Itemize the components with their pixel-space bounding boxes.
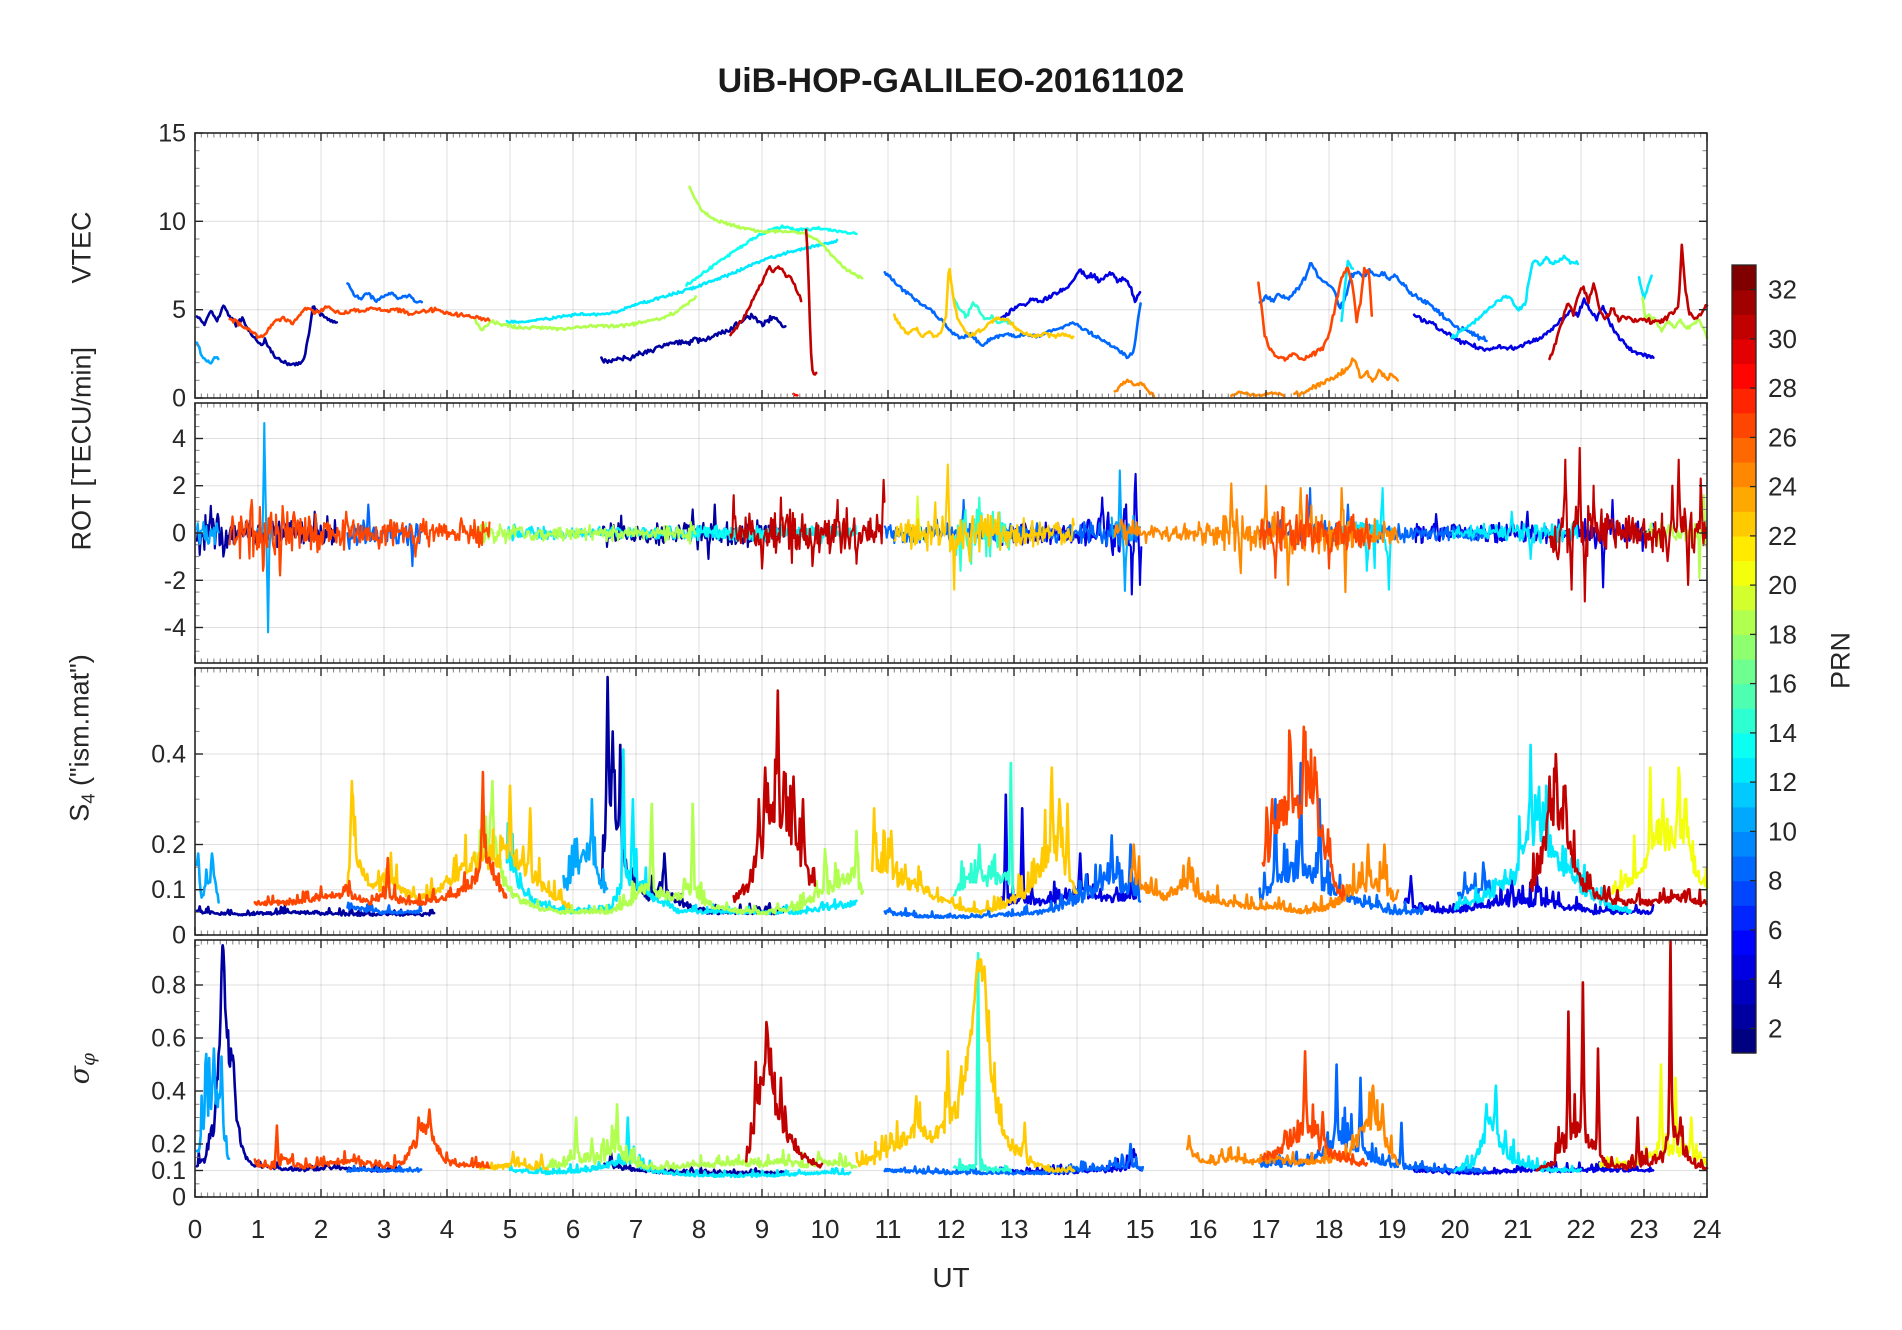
svg-text:6: 6 xyxy=(566,1214,580,1244)
svg-text:2: 2 xyxy=(314,1214,328,1244)
svg-text:13: 13 xyxy=(1000,1214,1029,1244)
svg-text:24: 24 xyxy=(1693,1214,1722,1244)
panel-vtec: 0 5 10 15 xyxy=(158,120,1709,413)
svg-text:0.2: 0.2 xyxy=(151,831,186,859)
svg-text:12: 12 xyxy=(937,1214,966,1244)
svg-text:30: 30 xyxy=(1768,324,1797,354)
svg-text:0.1: 0.1 xyxy=(151,1157,186,1185)
svg-text:32: 32 xyxy=(1768,275,1797,305)
svg-text:14: 14 xyxy=(1768,718,1797,748)
svg-text:4: 4 xyxy=(440,1214,454,1244)
svg-text:14: 14 xyxy=(1063,1214,1092,1244)
svg-text:0.6: 0.6 xyxy=(151,1025,186,1053)
svg-text:3: 3 xyxy=(377,1214,391,1244)
svg-text:0: 0 xyxy=(188,1214,202,1244)
svg-text:18: 18 xyxy=(1768,619,1797,649)
svg-text:0: 0 xyxy=(172,385,186,413)
svg-text:8: 8 xyxy=(1768,866,1782,896)
svg-text:0: 0 xyxy=(172,520,186,548)
svg-text:26: 26 xyxy=(1768,422,1797,452)
svg-text:10: 10 xyxy=(1768,816,1797,846)
svg-text:18: 18 xyxy=(1315,1214,1344,1244)
svg-text:23: 23 xyxy=(1630,1214,1659,1244)
svg-text:16: 16 xyxy=(1189,1214,1218,1244)
x-axis-label-ut: UT xyxy=(932,1262,970,1293)
svg-text:2: 2 xyxy=(172,472,186,500)
y-axis-label-vtec: VTEC xyxy=(66,210,97,283)
svg-text:22: 22 xyxy=(1567,1214,1596,1244)
y-axis-label-s4: S4 ("ism.mat") xyxy=(64,653,99,822)
panel-rot: -4 -2 0 2 4 xyxy=(164,402,1708,664)
svg-text:16: 16 xyxy=(1768,669,1797,699)
svg-text:15: 15 xyxy=(1126,1214,1155,1244)
svg-text:0: 0 xyxy=(172,1184,186,1212)
svg-text:21: 21 xyxy=(1504,1214,1533,1244)
x-axis-tick-labels: 0 1 2 3 4 5 6 7 8 9 10 11 12 13 14 15 16 17 18 19 20 21 22 23 24 xyxy=(188,1214,1722,1244)
svg-text:0.8: 0.8 xyxy=(151,972,186,1000)
page-title: UiB-HOP-GALILEO-20161102 xyxy=(717,62,1185,100)
colorbar-label-prn: PRN xyxy=(1825,632,1856,690)
svg-text:10: 10 xyxy=(811,1214,840,1244)
svg-text:6: 6 xyxy=(1768,915,1782,945)
y-axis-label-rot: ROT [TECU/min] xyxy=(66,346,97,551)
panel-s4: 0 0.1 0.2 0.4 xyxy=(151,667,1709,950)
svg-text:2: 2 xyxy=(1768,1013,1782,1043)
svg-text:0.4: 0.4 xyxy=(151,741,186,769)
svg-text:4: 4 xyxy=(172,425,186,453)
svg-text:0.1: 0.1 xyxy=(151,876,186,904)
panel-sigma_phi: 00.10.2 0.4 0.6 0.8 xyxy=(151,939,1709,1212)
svg-text:19: 19 xyxy=(1378,1214,1407,1244)
svg-text:22: 22 xyxy=(1768,521,1797,551)
svg-text:1: 1 xyxy=(251,1214,265,1244)
svg-text:9: 9 xyxy=(755,1214,769,1244)
svg-text:7: 7 xyxy=(629,1214,643,1244)
y-axis-label-sigma-phi: σφ xyxy=(64,1052,100,1084)
svg-text:17: 17 xyxy=(1252,1214,1281,1244)
svg-text:24: 24 xyxy=(1768,472,1797,502)
svg-text:5: 5 xyxy=(503,1214,517,1244)
svg-text:5: 5 xyxy=(172,296,186,324)
svg-text:11: 11 xyxy=(875,1214,902,1244)
svg-text:4: 4 xyxy=(1768,964,1782,994)
svg-text:15: 15 xyxy=(158,120,186,148)
svg-text:0.4: 0.4 xyxy=(151,1078,186,1106)
svg-text:20: 20 xyxy=(1441,1214,1470,1244)
svg-text:28: 28 xyxy=(1768,373,1797,403)
svg-text:20: 20 xyxy=(1768,570,1797,600)
svg-text:0: 0 xyxy=(172,922,186,950)
svg-text:-2: -2 xyxy=(164,567,186,595)
svg-text:0.2: 0.2 xyxy=(151,1131,186,1159)
svg-text:12: 12 xyxy=(1768,767,1797,797)
svg-text:-4: -4 xyxy=(164,614,186,642)
svg-text:8: 8 xyxy=(692,1214,706,1244)
svg-text:10: 10 xyxy=(158,208,186,236)
